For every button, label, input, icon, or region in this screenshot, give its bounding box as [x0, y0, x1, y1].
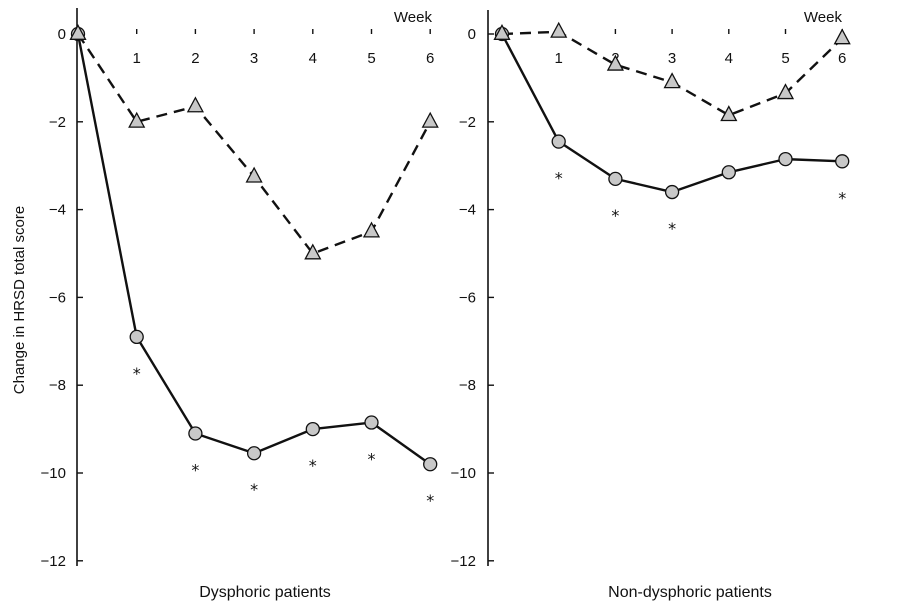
data-point-circle [246, 446, 262, 461]
data-point-circle [835, 154, 850, 169]
x-tick-label: 1 [133, 50, 141, 67]
data-point-triangle [304, 243, 322, 260]
y-tick-label: −10 [451, 465, 476, 482]
x-tick-label: 2 [191, 50, 199, 67]
data-point-circle [721, 165, 736, 180]
data-point-triangle [720, 105, 738, 122]
data-point-triangle [69, 23, 87, 40]
x-tick-label: 4 [309, 50, 317, 67]
significance-marker: * [611, 206, 619, 225]
data-point-circle [664, 184, 680, 200]
data-point-triangle [776, 83, 795, 100]
y-axis-label: Change in HRSD total score [11, 206, 28, 394]
x-axis-unit-label: Week [394, 9, 433, 26]
data-point-triangle [493, 23, 511, 40]
significance-marker: * [555, 169, 563, 188]
data-point-triangle [833, 28, 851, 45]
data-point-circle [608, 171, 623, 187]
data-point-circle [364, 415, 379, 430]
data-point-circle [129, 329, 144, 345]
x-tick-label: 6 [426, 50, 434, 67]
y-tick-label: −8 [459, 377, 476, 394]
x-axis-unit-label: Week [804, 9, 843, 26]
data-point-circle [188, 426, 203, 441]
panel-title: Non-dysphoric patients [608, 584, 772, 601]
y-tick-label: −6 [49, 289, 66, 306]
x-tick-label: 1 [555, 50, 563, 67]
x-tick-label: 5 [781, 50, 789, 67]
data-point-triangle [663, 72, 681, 89]
series-line-circle-solid [76, 33, 431, 466]
y-tick-label: −10 [41, 465, 66, 482]
data-point-circle [778, 151, 793, 167]
data-point-circle [551, 134, 566, 149]
significance-marker: * [191, 460, 199, 479]
significance-marker: * [426, 491, 434, 510]
significance-marker: * [368, 450, 376, 469]
data-point-triangle [550, 21, 568, 38]
x-tick-label: 4 [725, 50, 733, 67]
significance-marker: * [309, 456, 317, 475]
y-tick-label: 0 [58, 26, 66, 43]
y-tick-label: −2 [49, 114, 66, 131]
y-tick-label: −4 [49, 202, 66, 219]
y-tick-label: −8 [49, 377, 66, 394]
panel-title: Dysphoric patients [199, 584, 331, 601]
y-tick-label: −6 [459, 289, 476, 306]
significance-marker: * [133, 364, 141, 383]
data-point-triangle [362, 221, 381, 238]
y-tick-label: 0 [468, 26, 476, 43]
data-point-triangle [186, 96, 204, 113]
significance-marker: * [250, 480, 258, 499]
data-point-circle [305, 421, 320, 437]
data-point-triangle [128, 111, 146, 128]
x-tick-label: 6 [838, 50, 846, 67]
significance-marker: * [668, 219, 676, 238]
x-tick-label: 3 [668, 50, 676, 67]
y-tick-label: −12 [451, 553, 476, 570]
x-tick-label: 5 [367, 50, 375, 67]
data-point-triangle [421, 111, 439, 128]
data-point-circle [423, 457, 438, 472]
x-tick-label: 3 [250, 50, 258, 67]
y-tick-label: −12 [41, 553, 66, 570]
data-point-triangle [606, 54, 624, 71]
significance-marker: * [838, 188, 846, 207]
data-point-triangle [245, 166, 263, 183]
y-tick-label: −2 [459, 114, 476, 131]
y-tick-label: −4 [459, 202, 476, 219]
